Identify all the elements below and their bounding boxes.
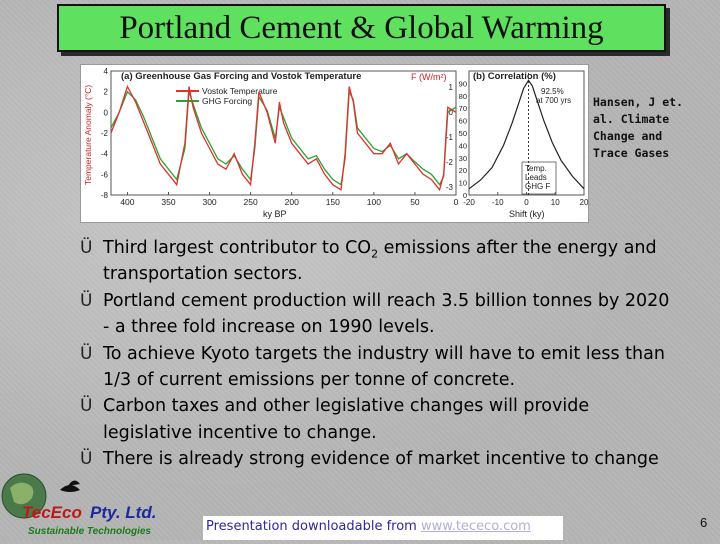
b-y-tick-label: 20 bbox=[459, 166, 467, 175]
x-tick-label: 50 bbox=[410, 197, 420, 207]
arrow-bullet-icon: Ü bbox=[80, 449, 93, 470]
right-tick-label: -3 bbox=[446, 183, 454, 192]
b-x-tick-label: 10 bbox=[551, 198, 560, 207]
y-tick-label: -6 bbox=[101, 170, 109, 179]
x-tick-label: 100 bbox=[367, 197, 381, 207]
bullet-text: emissions after the energy and transport… bbox=[103, 238, 657, 285]
correlation-line bbox=[468, 79, 585, 190]
b-y-tick-label: 50 bbox=[459, 129, 467, 138]
x-tick-label: 350 bbox=[161, 197, 175, 207]
legend-vostok-label: Vostok Temperature bbox=[202, 86, 278, 96]
x-tick-label: 150 bbox=[326, 197, 340, 207]
b-y-tick-label: 70 bbox=[459, 104, 467, 113]
bullet-text: There is already strong evidence of mark… bbox=[103, 449, 659, 470]
bullet-text: Third largest contributor to CO bbox=[103, 238, 372, 258]
logo-wordmark: TecEco bbox=[22, 503, 82, 522]
vostok-temperature-line bbox=[110, 84, 457, 192]
slide-title: Portland Cement & Global Warming bbox=[119, 10, 604, 46]
lead-annotation-box bbox=[521, 161, 557, 195]
citation: Hansen, J et. al. Climate Change and Tra… bbox=[593, 94, 703, 162]
footer-prefix: Presentation downloadable from bbox=[206, 519, 421, 534]
footer-link[interactable]: www.tececo.com bbox=[420, 519, 531, 534]
arrow-bullet-icon: Ü bbox=[80, 290, 93, 311]
x-tick-label: 400 bbox=[120, 197, 134, 207]
bullet-item: Ü There is already strong evidence of ma… bbox=[80, 446, 680, 472]
peak-annotation-2: at 700 yrs bbox=[536, 96, 571, 105]
bullet-item: Ü Portland cement production will reach … bbox=[80, 288, 680, 341]
panel-b-ticks: -20 -10 0 10 20 90 80 70 60 50 40 30 20 10 0 bbox=[459, 79, 589, 207]
panel-a-plot-area bbox=[110, 70, 457, 196]
b-x-tick-label: -20 bbox=[463, 198, 475, 207]
lead-annotation-3: GHG F bbox=[525, 182, 550, 191]
bullet-item: Ü Carbon taxes and other legislative cha… bbox=[80, 393, 680, 446]
arrow-bullet-icon: Ü bbox=[80, 238, 93, 258]
b-x-tick-label: -10 bbox=[492, 198, 504, 207]
y-tick-label: -2 bbox=[101, 129, 109, 138]
globe-land bbox=[10, 482, 34, 505]
right-tick-label: -2 bbox=[446, 158, 454, 167]
arrow-bullet-icon: Ü bbox=[80, 396, 93, 417]
tececo-logo: TecEco Pty. Ltd. Sustainable Technologie… bbox=[0, 468, 200, 540]
y-tick-label: 4 bbox=[104, 67, 109, 76]
legend-ghg-label: GHG Forcing bbox=[202, 96, 252, 106]
climate-figure: (a) Greenhouse Gas Forcing and Vostok Te… bbox=[80, 64, 589, 223]
panel-a-right-axis-label: F (W/m²) bbox=[411, 72, 446, 82]
bird-icon bbox=[60, 480, 80, 492]
page-number: 6 bbox=[700, 515, 708, 530]
panel-a-title: (a) Greenhouse Gas Forcing and Vostok Te… bbox=[121, 71, 361, 82]
lead-annotation-1: Temp. bbox=[525, 164, 547, 173]
panel-a: (a) Greenhouse Gas Forcing and Vostok Te… bbox=[83, 67, 459, 219]
footer-text: Presentation downloadable from www.tecec… bbox=[206, 519, 531, 534]
climate-figure-svg: (a) Greenhouse Gas Forcing and Vostok Te… bbox=[83, 67, 589, 219]
panel-b-x-axis-label: Shift (ky) bbox=[509, 209, 545, 219]
x-axis-label: ky BP bbox=[263, 209, 287, 219]
right-tick-label: 0 bbox=[449, 108, 454, 117]
bullet-item: Ü To achieve Kyoto targets the industry … bbox=[80, 341, 680, 394]
panel-a-ticks: 400 350 300 250 200 150 100 50 0 4 2 0 -2 -4 -6 -8 1 0 -1 -… bbox=[101, 67, 459, 207]
panel-b-lines bbox=[468, 71, 585, 195]
lead-annotation-2: Leads bbox=[525, 173, 547, 182]
panel-a-lines bbox=[110, 84, 457, 192]
bullet-list: Ü Third largest contributor to CO2 emiss… bbox=[80, 235, 680, 473]
x-tick-label: 300 bbox=[202, 197, 216, 207]
y-tick-label: 0 bbox=[104, 108, 109, 117]
arrow-bullet-icon: Ü bbox=[80, 343, 93, 364]
bullet-text: Portland cement production will reach 3.… bbox=[103, 290, 670, 338]
y-axis-label: Temperature Anomaly (°C) bbox=[83, 85, 93, 185]
panel-b: (b) Correlation (%) 92.5% at 700 yrs Tem… bbox=[459, 70, 589, 219]
right-tick-label: -1 bbox=[446, 133, 454, 142]
b-y-tick-label: 40 bbox=[459, 141, 467, 150]
b-y-tick-label: 60 bbox=[459, 117, 467, 126]
citation-line: al. Climate bbox=[593, 112, 670, 126]
bullet-item: Ü Third largest contributor to CO2 emiss… bbox=[80, 235, 680, 288]
peak-annotation-1: 92.5% bbox=[541, 87, 564, 96]
citation-line: Hansen, J et. bbox=[593, 95, 684, 109]
b-y-tick-label: 80 bbox=[459, 92, 467, 101]
b-y-tick-label: 0 bbox=[463, 191, 467, 200]
b-y-tick-label: 10 bbox=[459, 179, 467, 188]
logo-graphic: TecEco Pty. Ltd. Sustainable Technologie… bbox=[1, 473, 156, 537]
right-tick-label: 1 bbox=[449, 83, 454, 92]
x-tick-label: 250 bbox=[244, 197, 258, 207]
y-tick-label: -8 bbox=[101, 191, 109, 200]
b-y-tick-label: 90 bbox=[459, 79, 467, 88]
bullet-subscript: 2 bbox=[371, 247, 379, 261]
title-box: Portland Cement & Global Warming bbox=[57, 4, 666, 52]
x-tick-label: 200 bbox=[285, 197, 299, 207]
bullet-text: Carbon taxes and other legislative chang… bbox=[103, 396, 590, 443]
citation-line: Change and bbox=[593, 129, 663, 143]
bullet-text: To achieve Kyoto targets the industry wi… bbox=[103, 343, 665, 391]
x-tick-label: 0 bbox=[454, 197, 459, 207]
b-x-tick-label: 0 bbox=[524, 198, 529, 207]
y-tick-label: -4 bbox=[101, 150, 109, 159]
b-x-tick-label: 20 bbox=[580, 198, 588, 207]
citation-line: Trace Gases bbox=[593, 146, 670, 160]
logo-wordmark-suffix: Pty. Ltd. bbox=[90, 503, 156, 522]
b-y-tick-label: 30 bbox=[459, 154, 467, 163]
y-tick-label: 2 bbox=[104, 88, 109, 97]
footer: Presentation downloadable from www.tecec… bbox=[203, 516, 563, 540]
panel-b-title: (b) Correlation (%) bbox=[473, 71, 556, 82]
logo-tagline: Sustainable Technologies bbox=[28, 526, 151, 537]
